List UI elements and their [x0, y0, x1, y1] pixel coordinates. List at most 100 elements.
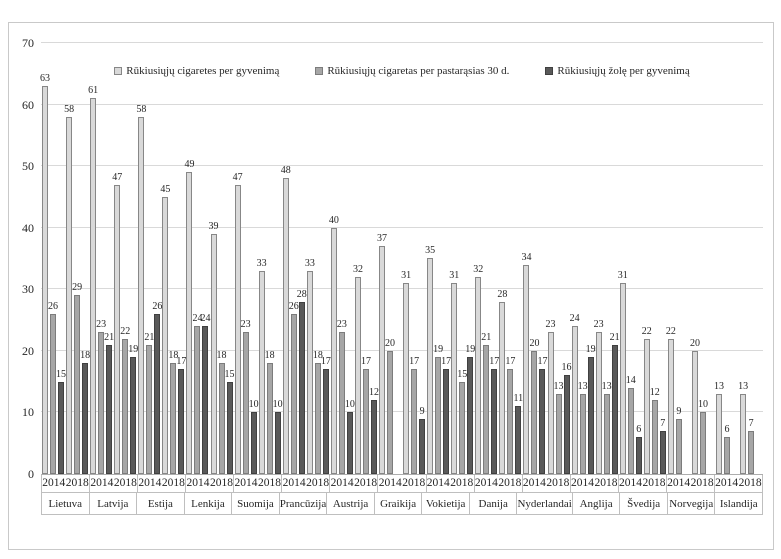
bar-slot: 10: [698, 400, 708, 474]
legend-item-2: Rūkiusiųjų žolę per gyvenimą: [545, 65, 690, 77]
bar-value-label: 13: [553, 381, 564, 392]
bar-value-label: 18: [80, 350, 91, 361]
x-axis-year-label: 2014: [186, 477, 210, 489]
x-axis-country-label: Vokietija: [425, 497, 466, 510]
country-bar-group: 34 20 17 23 13 16: [521, 43, 572, 474]
bar-slot: 58: [64, 105, 74, 474]
country-bar-group: 63 26 15 58 29 18: [40, 43, 91, 474]
bar-series-0: [210, 234, 217, 474]
bar-series-1: [435, 357, 442, 474]
bar-slot: 31: [401, 271, 411, 474]
bar-slot: 10: [249, 400, 259, 474]
bar-value-label: 48: [280, 165, 291, 176]
bar-series-0: [66, 117, 73, 474]
bar-series-1: [74, 295, 81, 474]
bar-value-label: 13: [601, 381, 612, 392]
bar-slot: 21: [481, 333, 491, 474]
bar-series-0: [42, 86, 49, 474]
x-axis-country-cell: Švedija: [620, 493, 668, 514]
bar-value-label: 7: [660, 418, 666, 429]
bar-value-label: 20: [689, 338, 700, 349]
bar-value-label: 19: [585, 344, 596, 355]
gridline-40: [41, 227, 763, 228]
year-bar-group: 31 15 19: [449, 43, 476, 474]
gridline-10: [41, 411, 763, 412]
bar-value-label: 17: [505, 356, 516, 367]
x-axis-country-label: Prancūzija: [279, 497, 327, 510]
x-axis-years-row: 2014 2018 2014 2018 2014 2018 2014 2018 2014 2018…: [41, 474, 763, 493]
bar-series-0: [234, 185, 241, 474]
bar-slot: 16: [562, 363, 572, 474]
bar-slot: 32: [473, 265, 483, 474]
bar-series-0: [258, 271, 265, 474]
bar-value-label: 32: [473, 264, 484, 275]
bar-value-label: 58: [136, 104, 147, 115]
bar-series-1: [699, 412, 706, 474]
bar-value-label: 47: [112, 172, 123, 183]
x-axis-year-label: 2014: [330, 477, 354, 489]
bar-value-label: 22: [665, 326, 676, 337]
x-axis-year-cell: 2014 2018: [427, 475, 475, 492]
y-axis-tick-label: 50: [22, 159, 34, 173]
bar-value-label: 9: [676, 406, 682, 417]
legend-label: Rūkiusiųjų cigaretes per gyvenimą: [126, 65, 280, 77]
x-axis-year-label: 2014: [667, 477, 691, 489]
x-axis-year-label: 2018: [306, 477, 330, 489]
x-axis-country-cell: Lenkija: [185, 493, 233, 514]
bar-series-2: [419, 419, 426, 474]
gridline-20: [41, 350, 763, 351]
year-bar-group: 39 18 15: [209, 43, 235, 474]
bar-value-label: 21: [481, 332, 492, 343]
x-axis-country-label: Anglija: [579, 497, 613, 510]
bar-slot: 22: [642, 327, 652, 474]
bar-slot: 47: [112, 173, 122, 474]
bar-value-label: 40: [328, 215, 339, 226]
bar-slot: 15: [457, 370, 467, 474]
y-axis: 0 10 20 30 40 50 60 70: [9, 36, 37, 481]
bar-slot: 17: [537, 357, 547, 474]
bar-series-0: [547, 332, 554, 474]
bar-series-0: [138, 117, 145, 474]
bar-slot: 61: [88, 86, 98, 474]
country-bar-group: 31 14 6 22 12 7: [618, 43, 667, 474]
x-axis-year-label: 2014: [282, 477, 306, 489]
bar-value-label: 31: [449, 270, 460, 281]
bar-value-label: 24: [569, 313, 580, 324]
bar-series-0: [740, 394, 747, 474]
bar-slot: 17: [321, 357, 331, 474]
x-axis-year-label: 2014: [138, 477, 162, 489]
x-axis-year-label: 2018: [402, 477, 426, 489]
x-axis-year-label: 2014: [522, 477, 546, 489]
x-axis-year-label: 2014: [570, 477, 594, 489]
bar-series-0: [403, 283, 410, 474]
bar-value-label: 21: [609, 332, 620, 343]
bar-slot: 26: [152, 302, 162, 474]
bar-value-label: 16: [561, 362, 572, 373]
bar-series-2: [202, 326, 209, 474]
bar-value-label: 33: [256, 258, 267, 269]
bar-value-label: 26: [288, 301, 299, 312]
bar-series-1: [675, 419, 682, 474]
bar-series-1: [748, 431, 755, 474]
bar-slot: 7: [748, 419, 755, 474]
bar-series-1: [724, 437, 730, 474]
country-bar-group: 47 23 10 33 18 10: [233, 43, 283, 474]
x-axis-year-label: 2018: [113, 477, 137, 489]
bar-series-1: [483, 345, 490, 474]
bar-slot: 22: [120, 327, 130, 474]
bar-value-label: 19: [465, 344, 476, 355]
y-axis-tick-label: 10: [22, 405, 34, 419]
bar-value-label: 13: [577, 381, 588, 392]
x-axis-country-label: Nyderlandai: [517, 497, 572, 510]
bar-value-label: 22: [641, 326, 652, 337]
bar-series-2: [226, 382, 233, 474]
x-axis: 2014 2018 2014 2018 2014 2018 2014 2018 2014 2018…: [41, 474, 764, 515]
x-axis-year-label: 2018: [642, 477, 666, 489]
x-axis-country-label: Lenkija: [191, 497, 225, 510]
bar-series-1: [603, 394, 610, 474]
x-axis-year-cell: 2014 2018: [619, 475, 667, 492]
bar-value-label: 6: [636, 424, 642, 435]
legend-label: Rūkiusiųjų žolę per gyvenimą: [557, 65, 690, 77]
bar-series-2: [659, 431, 666, 474]
bar-value-label: 18: [312, 350, 323, 361]
